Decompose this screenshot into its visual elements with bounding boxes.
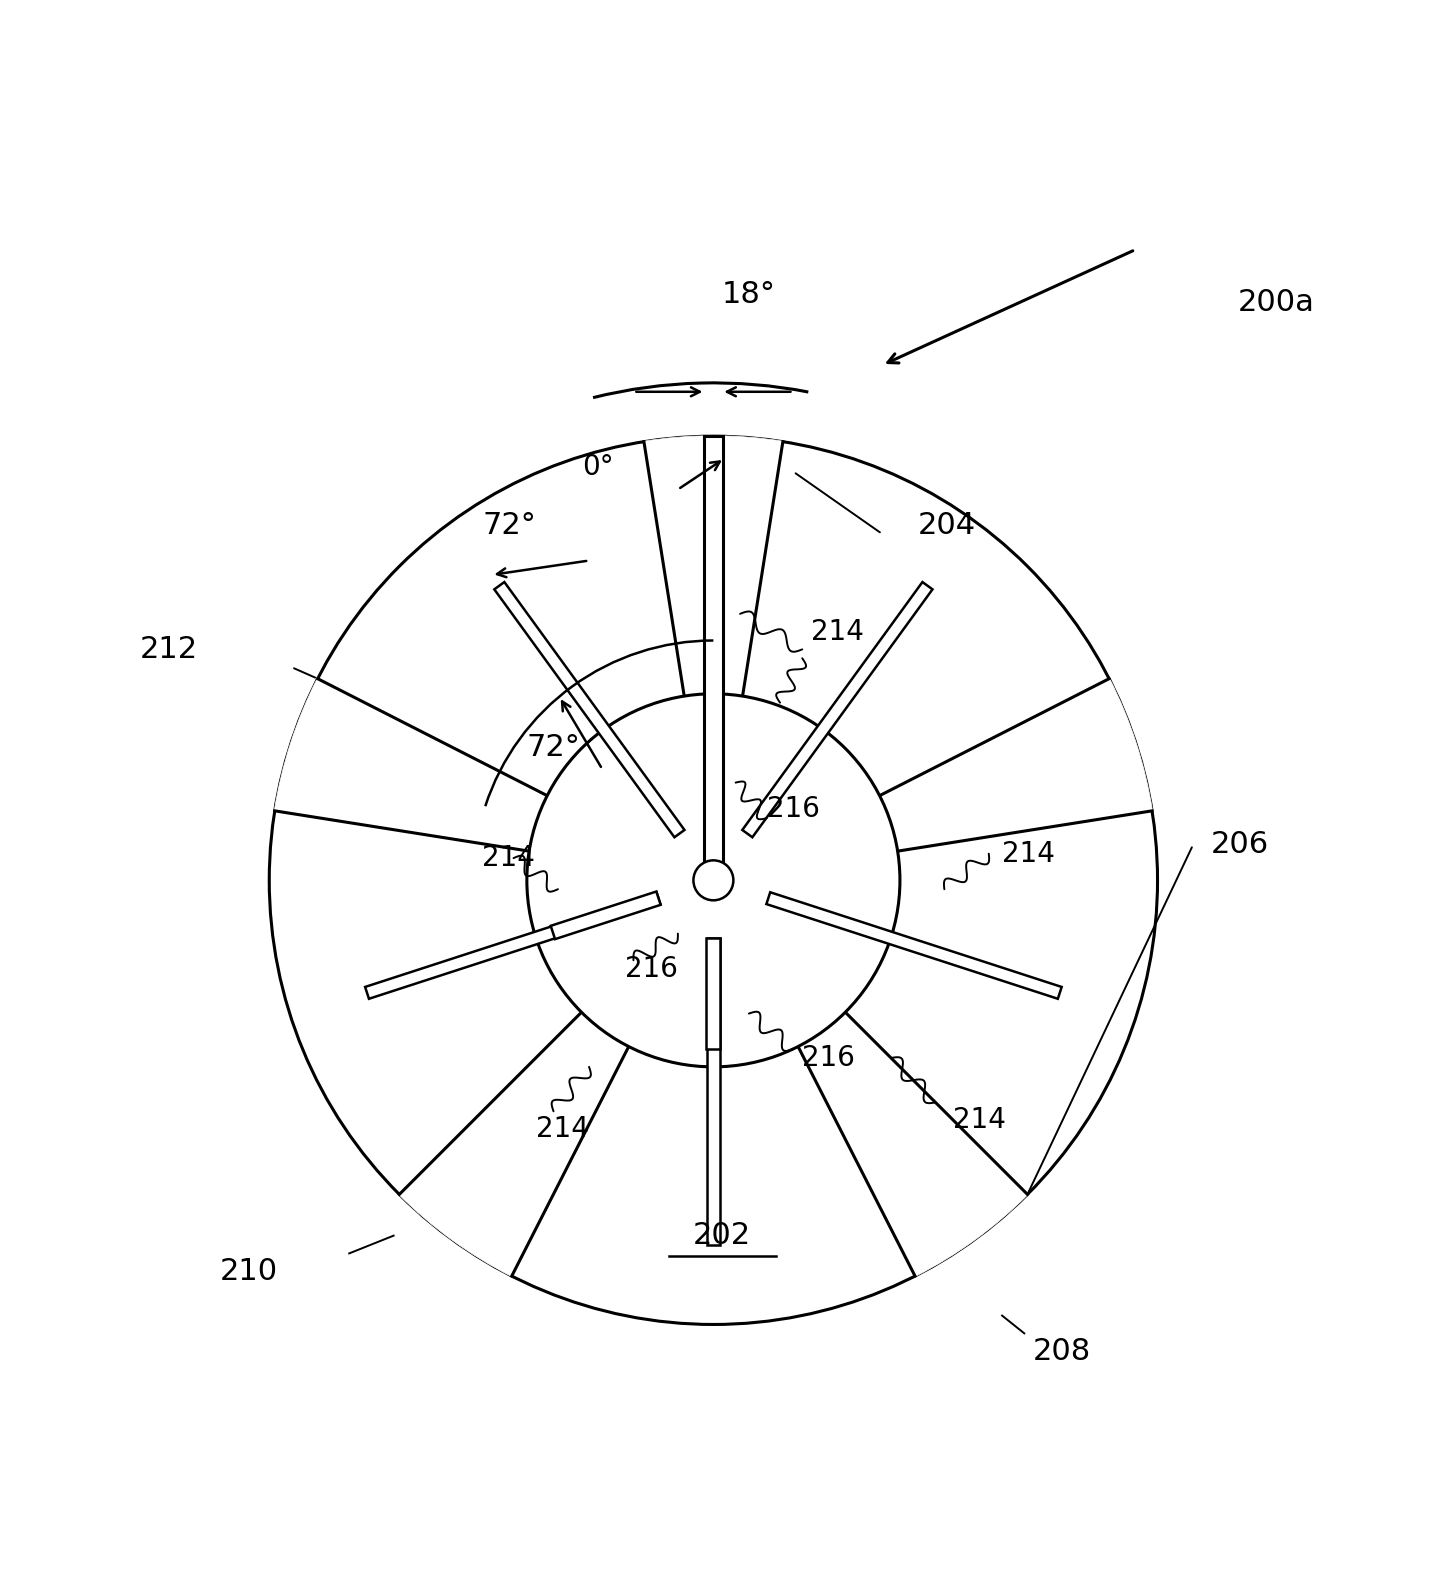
Polygon shape <box>551 891 661 939</box>
Text: 214: 214 <box>536 1114 588 1143</box>
Wedge shape <box>713 880 1027 1276</box>
Wedge shape <box>643 435 782 880</box>
Text: 214: 214 <box>1003 839 1055 867</box>
Circle shape <box>527 693 900 1067</box>
Circle shape <box>694 860 733 901</box>
Circle shape <box>270 437 1158 1325</box>
Polygon shape <box>704 437 723 880</box>
Text: 214: 214 <box>811 617 864 646</box>
Text: 0°: 0° <box>582 453 614 481</box>
Text: 200a: 200a <box>1237 288 1314 318</box>
Wedge shape <box>713 679 1152 880</box>
Text: 216: 216 <box>803 1043 855 1072</box>
Text: 208: 208 <box>1033 1336 1091 1366</box>
Text: 216: 216 <box>767 795 820 823</box>
Polygon shape <box>707 939 720 1244</box>
Text: 202: 202 <box>693 1220 752 1251</box>
Text: 214: 214 <box>953 1107 1006 1133</box>
Polygon shape <box>707 939 720 1050</box>
Wedge shape <box>398 880 713 1276</box>
Polygon shape <box>494 583 684 837</box>
Text: 72°: 72° <box>526 733 581 761</box>
Polygon shape <box>707 711 720 823</box>
Text: 210: 210 <box>220 1257 278 1285</box>
Text: 72°: 72° <box>483 511 536 540</box>
Text: 214: 214 <box>483 844 535 872</box>
Polygon shape <box>742 583 933 837</box>
Text: 216: 216 <box>625 955 678 983</box>
Text: 206: 206 <box>1211 831 1269 860</box>
Text: 18°: 18° <box>722 280 775 309</box>
Polygon shape <box>365 893 661 999</box>
Text: 204: 204 <box>917 511 975 540</box>
Polygon shape <box>767 893 1062 999</box>
Wedge shape <box>274 679 713 880</box>
Text: 212: 212 <box>141 635 199 663</box>
